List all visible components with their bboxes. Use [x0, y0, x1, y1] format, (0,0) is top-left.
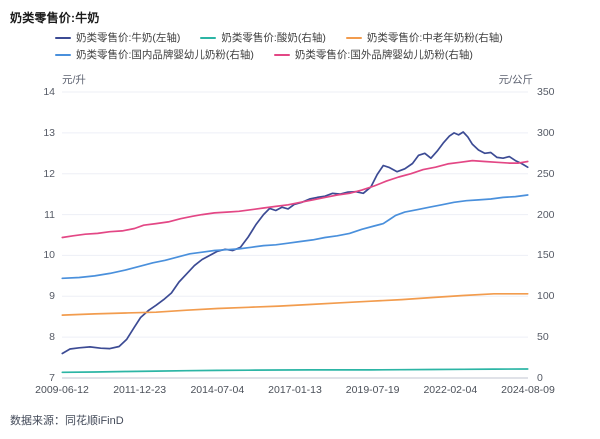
left-axis-tick-label: 10 [43, 249, 55, 262]
legend-item-yogurt[interactable]: 奶类零售价:酸奶(右轴) [200, 31, 326, 45]
series-line-middle-aged-milk-powder [61, 292, 529, 316]
legend-swatch-domestic-infant-formula [55, 53, 71, 57]
series-line-yogurt [61, 368, 529, 374]
legend-label: 奶类零售价:国内品牌婴幼儿奶粉(右轴) [76, 49, 254, 61]
legend-swatch-foreign-infant-formula [273, 53, 290, 57]
legend-label: 奶类零售价:酸奶(右轴) [221, 32, 326, 44]
x-axis-tick-label: 2009-06-12 [35, 384, 89, 396]
right-axis-tick-label: 0 [537, 372, 543, 384]
chart-legend: 奶类零售价:牛奶(左轴) 奶类零售价:酸奶(右轴) 奶类零售价:中老年奶粉(右轴) 奶… [55, 31, 555, 62]
chart-title: 奶类零售价:牛奶 [10, 11, 100, 25]
legend-row: 奶类零售价:国内品牌婴幼儿奶粉(右轴) 奶类零售价:国外品牌婴幼儿奶粉(右轴) [55, 48, 555, 62]
x-axis-tick-label: 2022-02-04 [423, 384, 478, 396]
legend-label: 奶类零售价:中老年奶粉(右轴) [366, 32, 503, 44]
right-axis-unit-label: 元/公斤 [498, 74, 533, 86]
right-axis-tick-label: 100 [537, 290, 555, 303]
x-axis-tick-label: 2017-01-13 [268, 384, 322, 396]
legend-item-foreign-infant-formula[interactable]: 奶类零售价:国外品牌婴幼儿奶粉(右轴) [273, 48, 473, 62]
x-axis-tick-label: 2011-12-23 [113, 384, 167, 396]
legend-item-milk[interactable]: 奶类零售价:牛奶(左轴) [55, 31, 180, 45]
right-axis-tick-label: 350 [537, 86, 555, 98]
right-axis-tick-label: 150 [537, 249, 555, 262]
left-axis-tick-label: 12 [43, 167, 55, 180]
data-source: 数据来源：同花顺iFinD [10, 415, 124, 427]
legend-item-middle-aged-milk-powder[interactable]: 奶类零售价:中老年奶粉(右轴) [345, 31, 503, 45]
left-axis-tick-label: 14 [43, 86, 55, 98]
right-axis-tick-label: 250 [537, 167, 555, 180]
left-axis-tick-label: 11 [44, 208, 55, 221]
legend-item-domestic-infant-formula[interactable]: 奶类零售价:国内品牌婴幼儿奶粉(右轴) [55, 48, 254, 62]
x-axis-tick-label: 2024-08-09 [501, 384, 555, 396]
right-axis-tick-label: 50 [537, 331, 549, 344]
left-axis-unit-label: 元/升 [62, 74, 86, 86]
left-axis-tick-label: 8 [49, 331, 55, 344]
right-axis-tick-label: 200 [537, 208, 555, 221]
x-axis-tick-label: 2019-07-19 [345, 384, 400, 396]
right-axis-tick-label: 300 [537, 126, 555, 139]
series-line-domestic-infant-formula [61, 194, 529, 280]
x-axis-tick-label: 2014-07-04 [190, 384, 245, 396]
legend-swatch-yogurt [200, 36, 217, 40]
legend-label: 奶类零售价:国外品牌婴幼儿奶粉(右轴) [294, 49, 473, 61]
left-axis-tick-label: 7 [49, 372, 55, 384]
series-line-milk [61, 131, 529, 355]
legend-swatch-milk [55, 36, 71, 40]
series-line-foreign-infant-formula [61, 159, 529, 239]
legend-swatch-middle-aged-milk-powder [345, 36, 362, 40]
left-axis-tick-label: 9 [49, 290, 55, 303]
left-axis-tick-label: 13 [43, 126, 55, 139]
legend-label: 奶类零售价:牛奶(左轴) [76, 32, 181, 44]
legend-row: 奶类零售价:牛奶(左轴) 奶类零售价:酸奶(右轴) 奶类零售价:中老年奶粉(右轴) [55, 31, 555, 45]
